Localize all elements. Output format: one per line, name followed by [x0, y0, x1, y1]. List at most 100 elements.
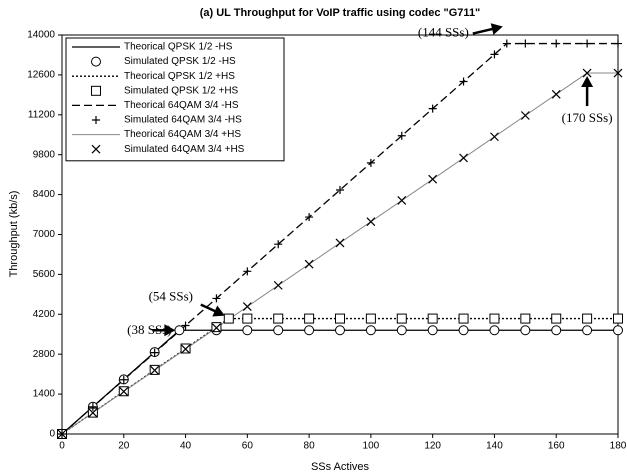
marker — [520, 325, 531, 336]
y-tick-label: 5600 — [33, 269, 56, 280]
marker — [181, 321, 190, 330]
marker — [583, 39, 592, 48]
marker — [490, 50, 499, 59]
x-tick-label: 60 — [242, 441, 254, 452]
marker — [490, 132, 499, 142]
marker — [582, 325, 593, 336]
marker — [427, 325, 438, 336]
marker — [304, 325, 315, 336]
marker — [242, 313, 253, 324]
marker — [582, 68, 592, 78]
marker — [91, 56, 101, 67]
marker — [397, 196, 407, 205]
marker — [428, 174, 438, 184]
x-tick-label: 160 — [548, 441, 565, 452]
legend-label: Theorical 64QAM 3/4 +HS — [124, 129, 241, 140]
y-tick-label: 1400 — [33, 389, 56, 400]
marker — [365, 325, 376, 336]
marker — [88, 402, 97, 411]
x-tick-label: 40 — [180, 441, 192, 452]
marker — [459, 77, 468, 86]
marker — [273, 313, 284, 324]
y-tick-label: 12600 — [27, 70, 55, 81]
legend-label: Simulated 64QAM 3/4 +HS — [124, 144, 245, 155]
legend-label: Simulated 64QAM 3/4 -HS — [124, 115, 242, 126]
marker — [335, 238, 345, 248]
marker — [489, 313, 500, 324]
marker — [335, 325, 345, 336]
legend-label: Simulated QPSK 1/2 +HS — [124, 85, 239, 96]
marker — [119, 387, 129, 396]
annotation-arrowhead — [490, 23, 503, 35]
marker — [242, 302, 252, 312]
marker — [365, 313, 376, 324]
marker — [273, 280, 283, 290]
marker — [57, 429, 67, 439]
x-tick-label: 140 — [486, 441, 503, 452]
x-tick-label: 120 — [424, 441, 441, 452]
marker — [614, 39, 622, 48]
y-tick-label: 0 — [49, 429, 55, 440]
legend-label: Simulated QPSK 1/2 -HS — [124, 56, 236, 67]
x-tick-label: 0 — [59, 441, 65, 452]
series-line — [61, 329, 618, 435]
annotation: (144 SSs) — [418, 25, 469, 40]
x-tick-label: 180 — [610, 441, 627, 452]
marker — [613, 68, 623, 78]
marker — [396, 325, 407, 336]
marker — [119, 375, 128, 384]
x-tick-label: 20 — [118, 441, 130, 452]
y-tick-label: 2800 — [33, 349, 56, 360]
marker — [174, 325, 185, 336]
marker — [427, 313, 438, 324]
marker — [88, 408, 98, 418]
y-tick-label: 8400 — [33, 189, 56, 200]
marker — [366, 158, 375, 167]
marker — [181, 344, 190, 354]
marker — [551, 313, 562, 324]
marker — [150, 348, 159, 357]
marker — [150, 365, 160, 375]
legend-label: Theorical QPSK 1/2 +HS — [124, 71, 235, 82]
marker — [551, 89, 561, 99]
marker — [459, 153, 468, 163]
chart-title: (a) UL Throughput for VoIP traffic using… — [200, 7, 481, 19]
y-tick-label: 4200 — [33, 309, 56, 320]
annotation-arrowhead — [212, 305, 225, 317]
marker — [521, 39, 530, 48]
marker — [274, 240, 283, 249]
annotation-arrowhead — [164, 324, 176, 337]
marker — [92, 116, 100, 124]
legend-box — [65, 37, 285, 162]
marker — [91, 144, 101, 154]
y-tick-label: 14000 — [27, 30, 55, 41]
marker — [458, 313, 469, 324]
marker — [242, 325, 253, 336]
annotation: (170 SSs) — [562, 110, 613, 125]
marker — [335, 313, 345, 324]
marker — [613, 325, 623, 336]
marker — [396, 313, 407, 324]
marker — [502, 39, 511, 48]
marker — [212, 323, 221, 333]
x-tick-label: 80 — [304, 441, 316, 452]
marker — [243, 267, 252, 276]
marker — [428, 104, 437, 113]
y-tick-label: 7000 — [33, 229, 56, 240]
marker — [397, 131, 406, 140]
marker — [582, 313, 593, 324]
marker — [304, 259, 314, 269]
annotation: (38 SSs) — [127, 322, 171, 337]
marker — [489, 325, 500, 336]
marker — [336, 185, 344, 194]
marker — [552, 39, 561, 48]
y-tick-label: 9800 — [33, 149, 56, 160]
marker — [223, 313, 234, 324]
x-tick-label: 100 — [363, 441, 380, 452]
y-tick-label: 11200 — [28, 109, 56, 120]
marker — [520, 111, 530, 120]
annotation-arrowhead — [581, 76, 594, 88]
y-axis-title: Throughput (kb/s) — [8, 191, 20, 278]
legend-label: Theorical 64QAM 3/4 -HS — [124, 100, 239, 111]
